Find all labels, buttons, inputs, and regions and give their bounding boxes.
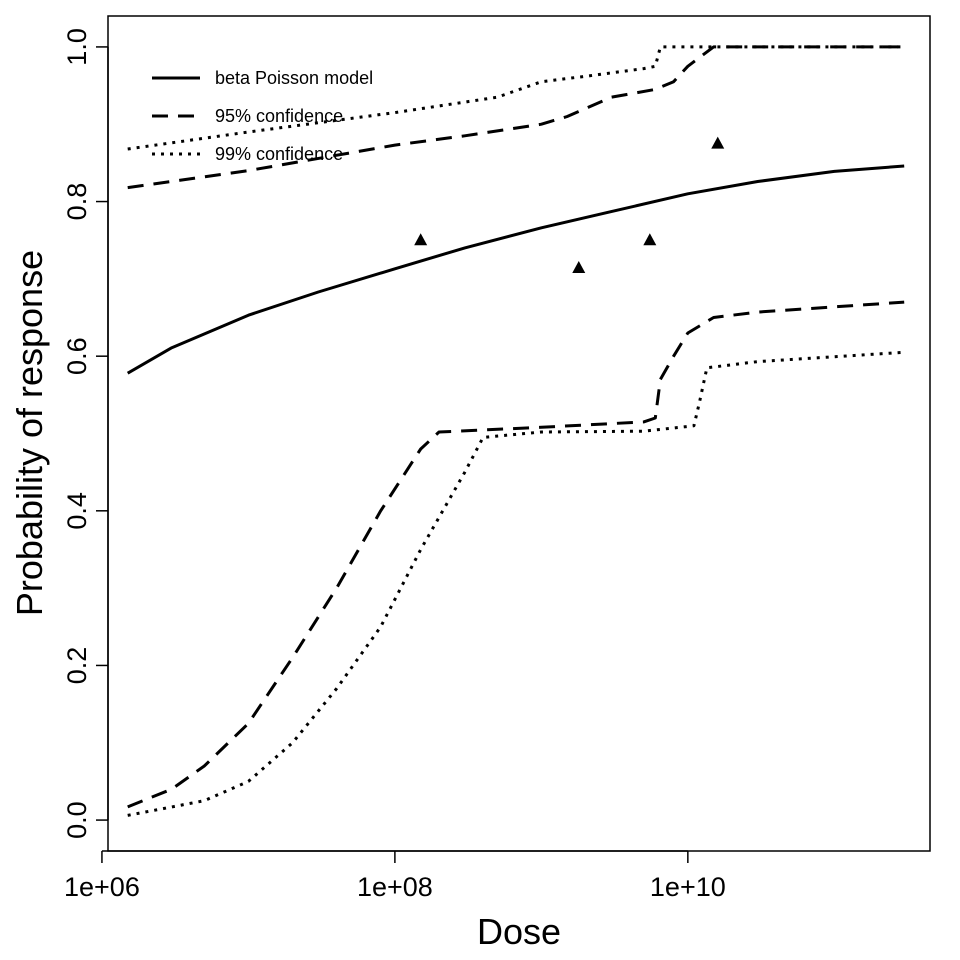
observation-point	[643, 233, 657, 246]
x-tick-label: 1e+10	[650, 872, 726, 902]
series-line	[127, 45, 905, 151]
series-line	[127, 300, 905, 809]
series-layer	[126, 45, 905, 817]
y-tick-label: 0.2	[62, 647, 92, 685]
series-line	[127, 350, 905, 817]
y-tick-label: 0.8	[62, 183, 92, 221]
series-line	[126, 164, 905, 375]
y-tick-label: 1.0	[62, 28, 92, 66]
observation-point	[414, 233, 428, 246]
legend-label: 99% confidence	[215, 144, 343, 164]
x-tick-label: 1e+08	[357, 872, 433, 902]
observation-point	[572, 261, 586, 274]
x-tick-label: 1e+06	[64, 872, 140, 902]
y-tick-label: 0.0	[62, 801, 92, 839]
y-axis-title: Probability of response	[9, 250, 50, 616]
y-tick-label: 0.4	[62, 492, 92, 530]
observation-point	[711, 136, 725, 149]
y-tick-label: 0.6	[62, 337, 92, 375]
plot-frame	[107, 15, 931, 852]
legend-label: beta Poisson model	[215, 68, 373, 88]
x-axis-title: Dose	[477, 911, 561, 952]
legend: beta Poisson model 95% confidence 99% conf…	[152, 68, 373, 164]
legend-label: 95% confidence	[215, 106, 343, 126]
x-axis: 1e+06 1e+08 1e+10	[64, 850, 726, 902]
y-axis: 0.0 0.2 0.4 0.6 0.8 1.0	[62, 28, 109, 839]
series-line	[127, 45, 905, 190]
observation-points	[414, 136, 725, 274]
